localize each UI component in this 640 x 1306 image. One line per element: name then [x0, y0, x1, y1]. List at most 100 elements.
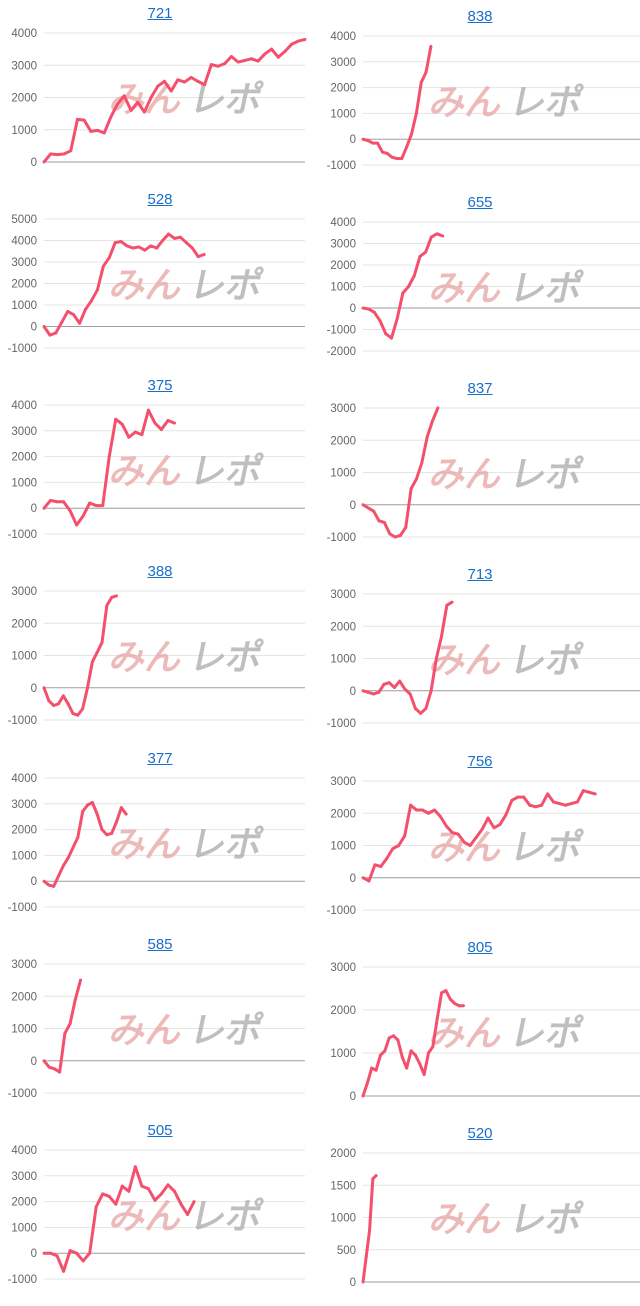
data-point	[290, 42, 294, 46]
data-point	[424, 707, 428, 711]
data-point	[107, 256, 111, 260]
data-point	[438, 814, 442, 818]
watermark-logo: みん レポ	[106, 1010, 267, 1051]
data-point	[410, 132, 414, 136]
data-point	[456, 832, 460, 836]
chart-title-link[interactable]: 713	[467, 566, 493, 584]
watermark-logo: みん レポ	[426, 1199, 587, 1240]
data-point	[361, 306, 365, 310]
data-point	[407, 285, 411, 289]
data-point	[427, 811, 430, 815]
watermark-logo: みん レポ	[106, 1196, 267, 1237]
chart-panel: 655 -2000 -1000 0 1000 2000 3000 4000 みん レポ	[320, 189, 640, 375]
series-line	[43, 800, 128, 888]
data-point	[387, 681, 391, 685]
y-tick-label: 5000	[11, 214, 37, 226]
y-tick-label: 2000	[11, 279, 37, 291]
y-tick-label: 1000	[330, 1212, 356, 1224]
watermark-logo: みん レポ	[106, 451, 267, 492]
chart-title-link[interactable]: 756	[467, 752, 493, 770]
data-point	[55, 153, 59, 157]
data-point	[401, 291, 405, 295]
data-point	[384, 332, 388, 336]
y-tick-label: 3000	[11, 257, 37, 269]
data-point	[374, 1068, 378, 1072]
y-tick-label: 0	[350, 134, 356, 146]
line-chart: -1000 0 1000 2000 3000 みん レポ	[8, 959, 305, 1100]
data-point	[100, 827, 104, 831]
chart-title-link[interactable]: 655	[467, 194, 493, 212]
data-point	[115, 594, 118, 598]
data-point	[105, 832, 109, 836]
chart-title-link[interactable]: 837	[467, 380, 493, 398]
chart-title-link[interactable]: 375	[147, 377, 173, 395]
data-point	[63, 1031, 67, 1035]
y-tick-label: 0	[350, 500, 356, 512]
svg-text:みん: みん	[426, 268, 507, 309]
data-point	[378, 1053, 382, 1057]
data-point	[209, 63, 213, 67]
data-point	[361, 689, 365, 693]
data-point	[75, 117, 79, 121]
data-point	[127, 436, 131, 440]
data-point	[400, 1055, 404, 1059]
y-tick-label: 4000	[11, 1145, 37, 1157]
data-point	[365, 1081, 369, 1085]
chart-title-link[interactable]: 805	[467, 938, 493, 956]
svg-text:みん: みん	[106, 1196, 187, 1237]
series-line	[361, 988, 464, 1097]
data-point	[429, 689, 433, 693]
data-point	[569, 801, 573, 805]
data-point	[392, 686, 396, 690]
data-point	[388, 532, 392, 536]
data-point	[395, 157, 399, 161]
data-point	[283, 49, 287, 53]
y-tick-label: 1000	[11, 300, 37, 312]
y-tick-label: -1000	[8, 343, 37, 355]
y-tick-label: 3000	[11, 60, 37, 72]
data-point	[419, 712, 423, 716]
y-tick-label: 1000	[330, 282, 356, 294]
y-tick-label: 2000	[330, 1005, 356, 1017]
data-point	[196, 79, 200, 83]
chart-panel: 713 -1000 0 1000 2000 3000 みん レポ	[320, 561, 640, 747]
watermark-logo: みん レポ	[426, 640, 587, 681]
data-point	[55, 1254, 59, 1258]
chart-title-link[interactable]: 838	[467, 8, 493, 25]
data-point	[113, 241, 117, 245]
data-point	[435, 232, 439, 236]
chart-title-link[interactable]: 520	[467, 1124, 493, 1142]
data-point	[415, 808, 419, 812]
data-point	[374, 1173, 378, 1177]
data-point	[100, 641, 104, 645]
chart-title-link[interactable]: 388	[147, 563, 173, 581]
svg-text:みん: みん	[106, 637, 187, 678]
data-point	[84, 307, 88, 311]
data-point	[109, 115, 113, 119]
svg-text:みん: みん	[426, 1199, 507, 1240]
chart-title-link[interactable]: 585	[147, 935, 173, 953]
svg-text:レポ: レポ	[506, 268, 587, 309]
data-point	[89, 129, 93, 133]
svg-text:レポ: レポ	[186, 265, 267, 306]
data-point	[404, 526, 408, 530]
chart-title-link[interactable]: 528	[147, 191, 173, 209]
data-point	[256, 59, 260, 63]
chart-title-link[interactable]: 505	[147, 1121, 173, 1139]
y-tick-label: 3000	[330, 962, 356, 974]
y-tick-label: 2000	[330, 622, 356, 634]
data-point	[161, 239, 165, 243]
data-point	[387, 1036, 391, 1040]
data-point	[94, 1205, 98, 1209]
chart-panel: 721 0 1000 2000 3000 4000 みん レポ	[0, 0, 320, 186]
svg-text:レポ: レポ	[506, 82, 587, 123]
series-line	[44, 1165, 196, 1273]
chart-panel: 838 -1000 0 1000 2000 3000 4000 みん レポ	[320, 3, 640, 189]
svg-text:レポ: レポ	[186, 451, 267, 492]
chart-title-link[interactable]: 721	[147, 5, 173, 22]
data-point	[361, 137, 365, 141]
chart-title-link[interactable]: 377	[147, 749, 173, 767]
data-point	[498, 822, 502, 826]
y-tick-label: 3000	[11, 1171, 37, 1183]
data-point	[367, 307, 371, 311]
